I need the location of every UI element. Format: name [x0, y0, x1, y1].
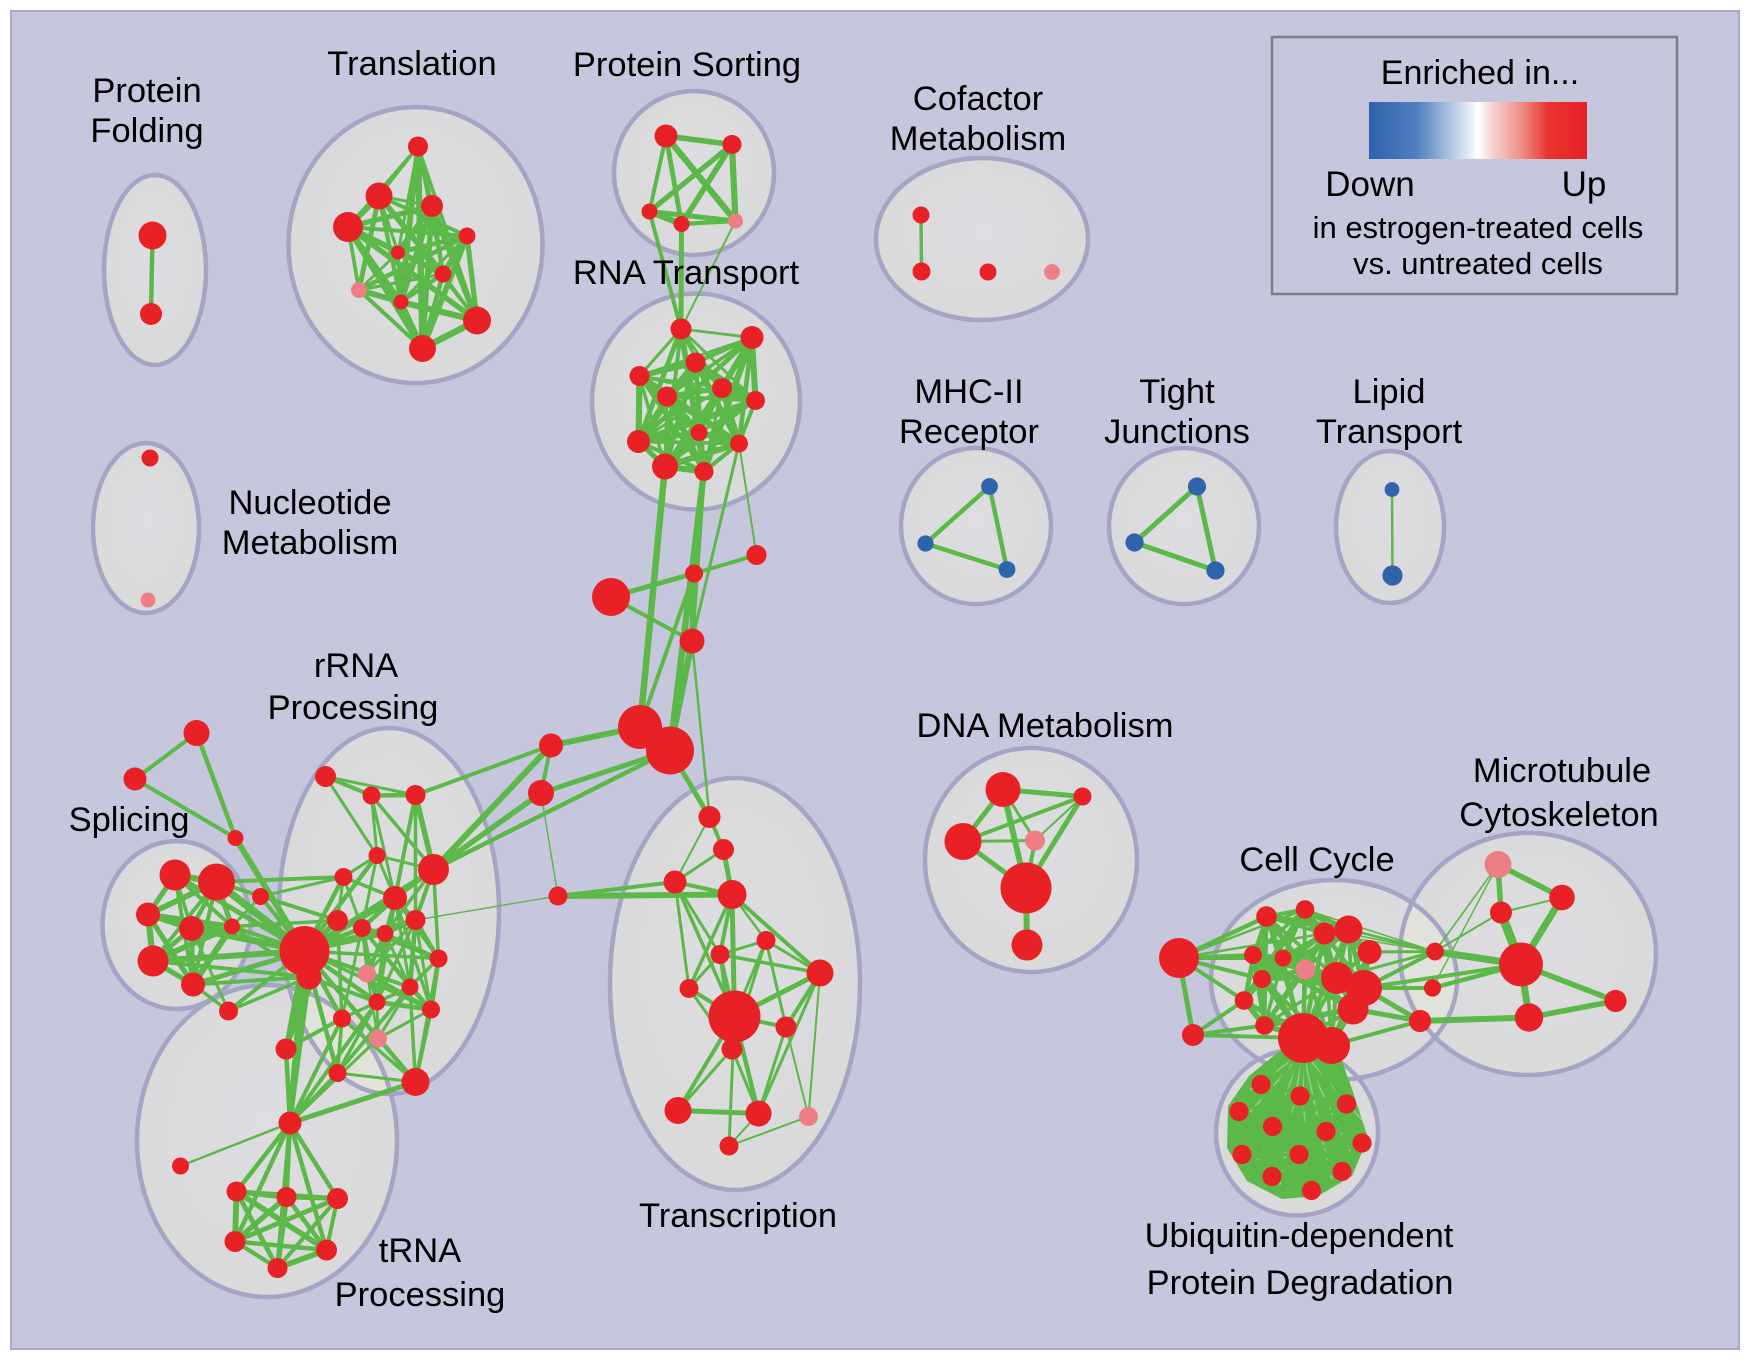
svg-text:Splicing: Splicing [69, 801, 190, 839]
svg-text:Down: Down [1325, 165, 1414, 204]
svg-text:rRNA: rRNA [314, 647, 398, 685]
svg-text:Processing: Processing [335, 1276, 506, 1314]
svg-text:Receptor: Receptor [899, 413, 1039, 451]
svg-text:Lipid: Lipid [1353, 373, 1426, 411]
svg-text:Transcription: Transcription [639, 1197, 837, 1235]
svg-text:Protein Sorting: Protein Sorting [573, 46, 801, 84]
svg-text:Junctions: Junctions [1104, 413, 1250, 451]
svg-text:Translation: Translation [327, 45, 496, 83]
svg-text:Enriched in...: Enriched in... [1381, 54, 1579, 92]
svg-text:Protein: Protein [92, 72, 201, 110]
svg-text:Transport: Transport [1316, 413, 1463, 451]
svg-text:DNA Metabolism: DNA Metabolism [917, 707, 1174, 745]
svg-text:Processing: Processing [268, 689, 439, 727]
svg-text:vs. untreated cells: vs. untreated cells [1353, 246, 1603, 281]
svg-text:Folding: Folding [90, 112, 203, 150]
svg-text:Up: Up [1562, 165, 1607, 204]
svg-text:tRNA: tRNA [379, 1232, 461, 1270]
svg-text:Cytoskeleton: Cytoskeleton [1459, 796, 1658, 834]
svg-text:in estrogen-treated cells: in estrogen-treated cells [1313, 210, 1644, 245]
svg-text:Metabolism: Metabolism [890, 120, 1066, 158]
svg-text:RNA Transport: RNA Transport [573, 254, 800, 292]
svg-text:Cofactor: Cofactor [913, 80, 1043, 118]
svg-text:Tight: Tight [1139, 373, 1215, 411]
svg-text:Protein Degradation: Protein Degradation [1147, 1264, 1454, 1302]
svg-text:Ubiquitin-dependent: Ubiquitin-dependent [1145, 1217, 1454, 1255]
svg-text:MHC-II: MHC-II [914, 373, 1023, 411]
svg-text:Metabolism: Metabolism [222, 524, 398, 562]
svg-text:Microtubule: Microtubule [1473, 752, 1651, 790]
svg-text:Nucleotide: Nucleotide [228, 484, 391, 522]
svg-text:Cell Cycle: Cell Cycle [1239, 841, 1394, 879]
